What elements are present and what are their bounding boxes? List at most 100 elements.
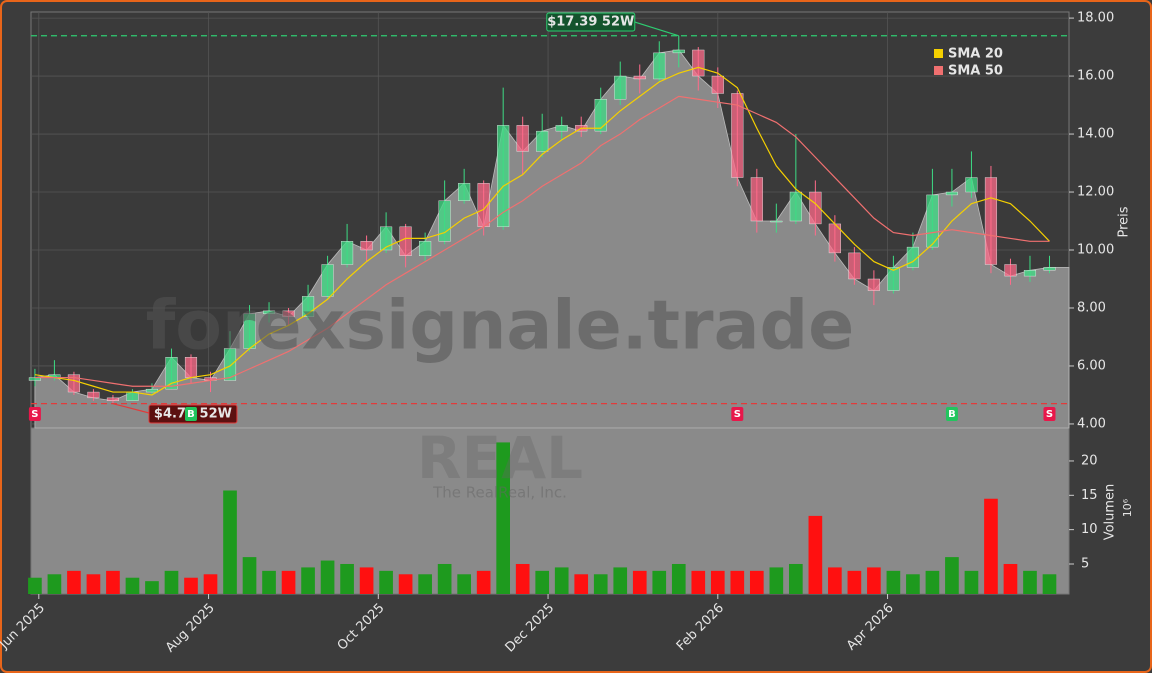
volume-bar — [125, 577, 140, 594]
volume-bar — [730, 570, 745, 594]
volume-bar — [1023, 570, 1037, 594]
candle-body — [497, 125, 510, 228]
volume-bar — [1003, 563, 1018, 594]
y-tick-label: 10.00 — [1077, 243, 1114, 258]
volume-bar — [418, 574, 432, 594]
volume-bar — [67, 570, 81, 594]
y-tick-label: 8.00 — [1077, 300, 1106, 315]
candle-body — [399, 226, 412, 257]
volume-bar — [535, 570, 550, 594]
candle-body — [126, 391, 139, 401]
volume-bar — [184, 577, 198, 594]
volume-bar — [242, 557, 257, 594]
signal-label: S — [31, 409, 38, 420]
volume-bar — [925, 570, 940, 594]
volume-bar — [379, 570, 393, 594]
candle-body — [965, 177, 978, 193]
volume-bar — [86, 574, 101, 594]
volume-bar — [496, 442, 511, 594]
candle-body — [302, 296, 315, 317]
y2-axis-label: Volumen — [1103, 484, 1118, 541]
candle-body — [770, 220, 783, 223]
y-tick-label: 6.00 — [1077, 358, 1106, 373]
volume-bar — [769, 567, 784, 594]
candle-body — [145, 388, 159, 393]
candle-body — [750, 177, 763, 222]
volume-bar — [671, 563, 686, 594]
candle-body — [262, 310, 276, 314]
candle-body — [380, 226, 393, 251]
volume-bar — [652, 570, 667, 594]
candle-body — [711, 75, 724, 94]
high-label: $17.39 52W — [547, 15, 634, 30]
legend-swatch — [934, 66, 943, 75]
volume-bar — [340, 563, 354, 594]
candle-body — [106, 397, 120, 401]
volume-bar — [262, 570, 276, 594]
signal-marker — [28, 407, 41, 421]
volume-bar — [789, 563, 803, 594]
volume-bar — [847, 570, 862, 594]
signal-marker — [945, 407, 958, 421]
y-axis-label: Preis — [1117, 206, 1132, 237]
company-watermark: The RealReal, Inc. — [432, 484, 567, 502]
candle-body — [555, 125, 568, 132]
candle-body — [633, 75, 646, 80]
volume-bar — [554, 567, 569, 594]
y-tick-label: 12.00 — [1077, 185, 1114, 200]
candle-body — [867, 278, 880, 291]
volume-bar — [828, 567, 842, 594]
volume-bar — [574, 574, 589, 594]
symbol-watermark: REAL — [417, 424, 583, 492]
y2-tick-label: 10 — [1081, 522, 1098, 537]
candle-body — [87, 391, 100, 399]
high-arrow — [634, 21, 679, 37]
y2-tick-label: 20 — [1081, 453, 1098, 468]
volume-bar — [710, 570, 725, 594]
volume-bar — [106, 570, 120, 594]
signal-marker — [1043, 407, 1056, 421]
sma-line — [34, 95, 1050, 387]
candle-body — [926, 194, 939, 248]
volume-bar — [906, 574, 920, 594]
candle-body — [1043, 267, 1056, 271]
volume-bar — [320, 560, 335, 594]
candle-body — [614, 75, 627, 100]
candle-body — [438, 200, 451, 242]
volume-bar — [749, 570, 764, 594]
signal-label: B — [948, 409, 956, 420]
volume-bar — [203, 574, 218, 594]
sma-line — [34, 66, 1050, 396]
candle-body — [516, 125, 529, 152]
y2-tick-label: 5 — [1081, 556, 1089, 571]
candle-body — [360, 241, 373, 251]
volume-bar — [515, 563, 530, 594]
low-arrow — [112, 403, 154, 415]
candle-body — [419, 241, 432, 257]
signal-label: S — [1046, 409, 1053, 420]
volume-bar — [223, 490, 237, 594]
volume-bar — [808, 515, 823, 594]
y-tick-label: 16.00 — [1077, 69, 1114, 84]
volume-bar — [691, 570, 706, 594]
y-tick-label: 4.00 — [1077, 416, 1106, 431]
y2-tick-label: 15 — [1081, 488, 1098, 503]
volume-bar — [867, 567, 881, 594]
candle-body — [165, 357, 178, 390]
volume-bar — [632, 570, 647, 594]
candle-body — [594, 99, 607, 132]
candle-body — [809, 191, 822, 225]
candle-body — [789, 191, 802, 222]
high-label-box — [546, 12, 636, 32]
candle-body — [67, 374, 80, 393]
volume-bar — [593, 574, 608, 594]
candle-body — [282, 310, 295, 317]
volume-bar — [457, 574, 471, 594]
signal-label: B — [187, 409, 195, 420]
candle-body — [341, 241, 354, 265]
watermark: forexsignale.trade — [146, 287, 855, 366]
candle-body — [1023, 270, 1037, 277]
volume-bar — [359, 567, 374, 594]
volume-bar — [437, 563, 452, 594]
